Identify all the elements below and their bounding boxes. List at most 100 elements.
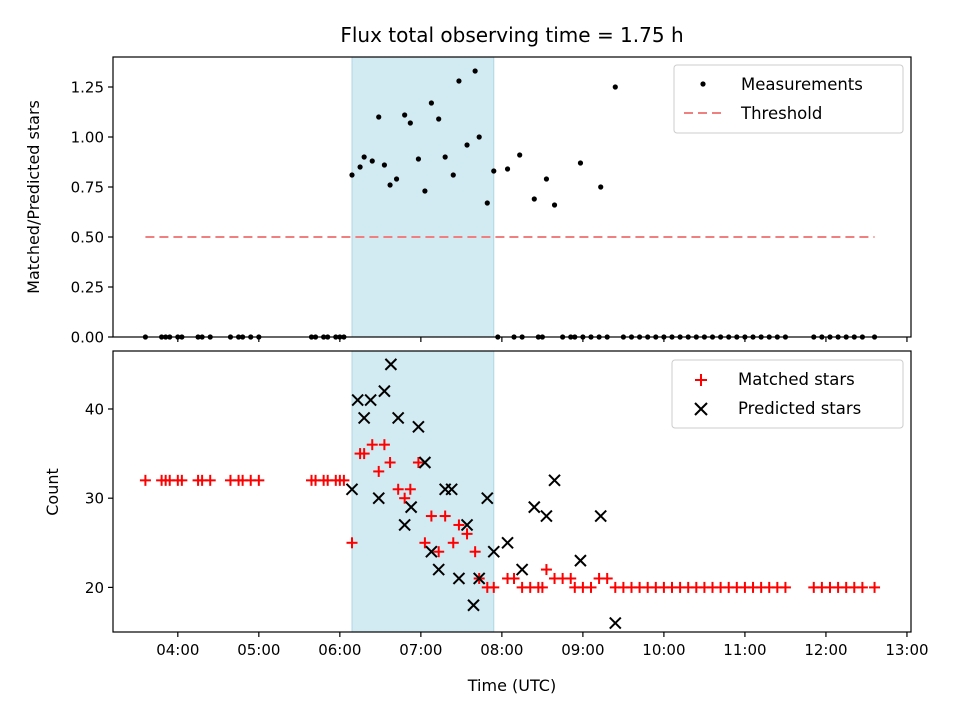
measurement-point	[472, 68, 478, 74]
top-observing-window	[351, 56, 495, 338]
top-y-ticks: 0.00 0.25 0.50 0.75 1.00 1.25	[71, 79, 113, 347]
x-tick-label: 09:00	[561, 641, 604, 659]
legend-predicted-stars: Predicted stars	[738, 399, 861, 418]
matched-star-point	[338, 474, 350, 486]
predicted-star-point	[378, 384, 391, 398]
bottom-panel: 20 30 40 04:00 05:00 06:00 07:00 08:00 09:00 10:…	[43, 350, 929, 695]
predicted-star-point	[487, 545, 500, 558]
matched-star-point	[378, 439, 390, 451]
predicted-star-point	[364, 393, 377, 407]
x-axis-label: Time (UTC)	[467, 676, 556, 695]
matched-star-point	[384, 457, 396, 469]
predicted-star-points	[345, 358, 622, 630]
matched-star-point	[469, 546, 481, 558]
y-tick-label: 1.25	[71, 79, 104, 97]
measurement-point	[551, 202, 558, 208]
matched-star-point	[565, 572, 577, 584]
y-tick-label: 0.00	[71, 329, 104, 347]
measurement-point	[436, 116, 442, 122]
matched-star-point	[204, 474, 216, 486]
matched-star-point	[540, 564, 552, 576]
x-tick-label: 13:00	[885, 641, 928, 659]
predicted-star-point	[609, 616, 622, 630]
matched-star-point	[439, 510, 451, 522]
matched-star-point	[779, 581, 791, 593]
measurement-point	[531, 196, 537, 202]
x-tick-label: 11:00	[723, 641, 766, 659]
predicted-star-point	[398, 518, 411, 532]
measurement-point	[349, 172, 355, 178]
matched-star-point	[869, 581, 881, 593]
predicted-star-point	[467, 599, 480, 612]
predicted-star-point	[404, 500, 418, 514]
x-tick-label: 06:00	[318, 641, 361, 659]
measurement-point	[387, 182, 393, 188]
x-tick-label: 07:00	[399, 641, 442, 659]
measurement-point	[456, 78, 462, 84]
bottom-y-axis-label: Count	[43, 468, 62, 516]
predicted-star-point	[384, 358, 398, 371]
x-tick-label: 12:00	[804, 641, 847, 659]
predicted-legend-marker	[694, 402, 708, 416]
measurement-point	[402, 112, 408, 118]
measurements-legend-marker	[700, 81, 706, 87]
matched-star-point	[412, 457, 424, 469]
matched-star-point	[346, 537, 358, 549]
y-tick-label: 40	[85, 400, 104, 418]
x-tick-label: 05:00	[237, 641, 280, 659]
matched-star-point	[453, 519, 465, 531]
y-tick-label: 0.25	[71, 279, 104, 297]
y-tick-label: 0.75	[71, 179, 104, 197]
measurement-point	[428, 100, 434, 106]
top-y-axis-label: Matched/Predicted stars	[24, 100, 43, 294]
matched-star-point	[508, 572, 520, 584]
matched-star-points	[139, 439, 881, 593]
measurement-point	[442, 154, 448, 160]
measurement-point	[450, 172, 456, 178]
predicted-star-point	[460, 518, 474, 532]
measurement-point	[381, 162, 388, 168]
y-tick-label: 1.00	[71, 129, 104, 147]
x-tick-label: 10:00	[642, 641, 685, 659]
top-x-ticks	[177, 337, 908, 342]
matched-legend-marker	[695, 374, 707, 386]
measurement-point	[422, 188, 428, 194]
measurement-point	[357, 164, 363, 170]
matched-star-point	[601, 572, 613, 584]
matched-star-point	[856, 581, 868, 593]
predicted-star-point	[528, 500, 541, 514]
predicted-star-point	[432, 563, 445, 576]
measurement-point	[407, 120, 413, 126]
bottom-y-ticks: 20 30 40	[85, 400, 113, 597]
matched-star-point	[461, 528, 473, 540]
measurement-point	[476, 134, 482, 140]
predicted-star-point	[418, 456, 432, 469]
matched-star-point	[536, 581, 548, 593]
measurement-point	[484, 200, 490, 206]
predicted-star-point	[452, 572, 466, 585]
top-panel: 0.00 0.25 0.50 0.75 1.00 1.25 Matched/Predict…	[24, 56, 912, 347]
matched-star-point	[366, 439, 378, 451]
measurement-points	[142, 68, 878, 340]
measurement-point	[577, 160, 584, 166]
matched-star-point	[488, 581, 500, 593]
chart-title: Flux total observing time = 1.75 h	[340, 23, 683, 47]
predicted-star-point	[351, 393, 364, 407]
measurement-point	[598, 184, 604, 190]
predicted-star-point	[548, 474, 561, 487]
legend-measurements: Measurements	[741, 75, 863, 94]
measurement-point	[612, 84, 618, 90]
predicted-star-point	[391, 411, 405, 425]
matched-star-point	[433, 546, 445, 558]
top-legend: Measurements Threshold	[673, 64, 904, 134]
measurement-point	[393, 176, 400, 182]
measurement-point	[543, 176, 550, 182]
measurement-point	[415, 156, 422, 162]
matched-star-point	[419, 537, 431, 549]
measurement-point	[504, 166, 511, 172]
matched-star-point	[399, 492, 411, 504]
predicted-star-point	[515, 563, 529, 576]
predicted-star-point	[481, 491, 494, 505]
y-tick-label: 0.50	[71, 229, 104, 247]
